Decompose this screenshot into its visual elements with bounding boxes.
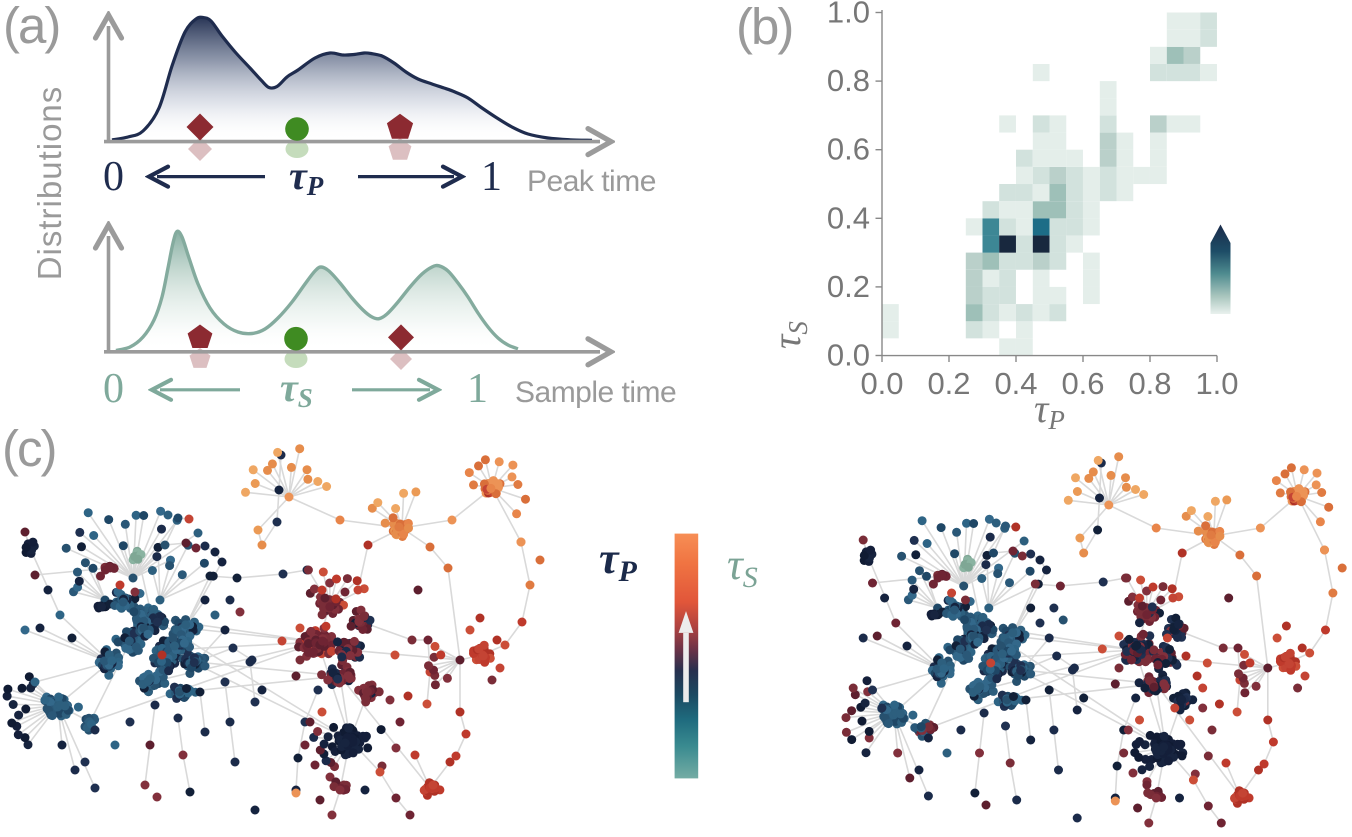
svg-text:Peak time: Peak time	[527, 165, 656, 198]
svg-text:τS: τS	[727, 540, 758, 594]
svg-text:0.2: 0.2	[827, 269, 870, 304]
svg-text:0.6: 0.6	[1061, 366, 1104, 401]
svg-text:0.4: 0.4	[994, 366, 1037, 401]
svg-text:0.6: 0.6	[827, 132, 870, 167]
svg-text:Distributions: Distributions	[31, 86, 68, 281]
svg-text:1: 1	[467, 366, 488, 412]
svg-text:(b): (b)	[736, 0, 792, 55]
svg-text:τP: τP	[289, 153, 324, 201]
svg-text:(a): (a)	[3, 0, 59, 54]
svg-text:0.2: 0.2	[927, 366, 970, 401]
svg-text:1: 1	[481, 154, 502, 200]
svg-text:0: 0	[103, 154, 124, 200]
svg-text:τP: τP	[599, 534, 638, 588]
svg-text:0.8: 0.8	[827, 63, 870, 98]
svg-text:0.4: 0.4	[827, 200, 870, 235]
svg-text:1.0: 1.0	[827, 0, 870, 30]
svg-text:0.0: 0.0	[827, 338, 870, 373]
svg-text:1.0: 1.0	[1195, 366, 1238, 401]
svg-text:τS: τS	[764, 321, 813, 349]
svg-text:Sample time: Sample time	[515, 376, 676, 409]
svg-text:0.8: 0.8	[1128, 366, 1171, 401]
svg-text:τS: τS	[280, 365, 313, 413]
svg-text:0: 0	[103, 366, 124, 412]
svg-text:0.0: 0.0	[860, 366, 903, 401]
svg-text:(c): (c)	[2, 420, 55, 477]
